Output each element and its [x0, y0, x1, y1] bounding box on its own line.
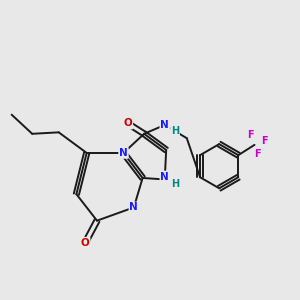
Text: N: N [119, 148, 128, 158]
Text: H: H [171, 179, 179, 189]
Text: F: F [262, 136, 268, 146]
Text: O: O [124, 118, 132, 128]
Text: H: H [171, 126, 179, 136]
Text: N: N [160, 172, 169, 182]
Text: O: O [81, 238, 90, 248]
Text: F: F [247, 130, 253, 140]
Text: F: F [254, 149, 261, 159]
Text: N: N [129, 202, 138, 212]
Text: N: N [160, 120, 169, 130]
